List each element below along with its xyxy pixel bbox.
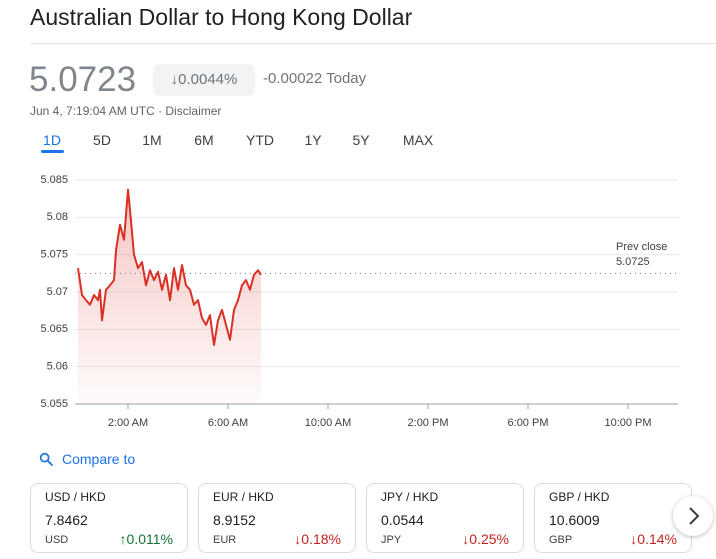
card-change: ↓0.14% (630, 531, 677, 547)
card-price: 10.6009 (549, 512, 600, 528)
tab[interactable]: YTD (246, 132, 274, 148)
y-tick-label: 5.08 (47, 211, 68, 223)
tab[interactable]: 5D (93, 132, 111, 148)
change-badge: ↓0.0044% (153, 64, 255, 96)
currency: USD (45, 534, 69, 546)
compare-label: Compare to (62, 451, 136, 467)
card-price: 7.8462 (45, 512, 88, 528)
y-tick-label: 5.085 (40, 174, 68, 186)
currency: GBP (549, 534, 573, 546)
tab[interactable]: 6M (194, 132, 214, 148)
area (78, 189, 261, 404)
next-button[interactable] (673, 496, 713, 536)
y-tick-label: 5.07 (47, 286, 68, 298)
y-tick-label: 5.065 (40, 323, 68, 335)
price: 5.0723 (29, 60, 137, 99)
y-tick-label: 5.06 (47, 361, 68, 373)
chevron-icon (689, 507, 700, 525)
x-tick-label: 6:00 AM (208, 417, 248, 429)
card-price: 8.9152 (213, 512, 256, 528)
compare-card[interactable]: EUR / HKD 8.9152 EUR ↓0.18% (198, 483, 356, 553)
compare-card[interactable]: GBP / HKD 10.6009 GBP ↓0.14% (534, 483, 692, 553)
pair: EUR / HKD (213, 490, 274, 504)
currency: EUR (213, 534, 237, 546)
prev-close-label: Prev close (616, 241, 667, 253)
x-tick-label: 2:00 PM (408, 417, 449, 429)
pair: GBP / HKD (549, 490, 610, 504)
chart: 5.055 5.06 5.065 5.07 5.075 5.08 5.085 2:00 AM 6… (40, 174, 678, 429)
pair: JPY / HKD (381, 490, 439, 504)
tab[interactable]: 1D (43, 132, 61, 148)
tab[interactable]: MAX (402, 132, 434, 148)
prev-close-value: 5.0725 (616, 256, 650, 268)
page-title: Australian Dollar to Hong Kong Dollar (30, 4, 413, 30)
tab[interactable]: 1M (142, 132, 162, 148)
compare-card[interactable]: USD / HKD 7.8462 USD ↑0.011% (30, 483, 188, 553)
y-tick-label: 5.075 (40, 249, 68, 261)
card-change: ↓0.18% (294, 531, 341, 547)
pair: USD / HKD (45, 490, 106, 504)
compare-link[interactable]: Compare to (38, 451, 135, 467)
search-icon (39, 452, 53, 466)
card-change: ↓0.25% (462, 531, 509, 547)
x-tick-label: 10:00 AM (305, 417, 351, 429)
change-today: -0.00022 Today (263, 70, 367, 87)
card-change: ↑0.011% (119, 531, 173, 547)
tab[interactable]: 1Y (304, 132, 322, 148)
timestamp: Jun 4, 7:19:04 AM UTC · Disclaimer (30, 104, 222, 118)
x-tick-label: 6:00 PM (508, 417, 549, 429)
x-tick-label: 10:00 PM (604, 417, 651, 429)
card-price: 0.0544 (381, 512, 424, 528)
price-line (77, 188, 262, 346)
compare-card[interactable]: JPY / HKD 0.0544 JPY ↓0.25% (366, 483, 524, 553)
currency: JPY (381, 534, 402, 546)
tab[interactable]: 5Y (352, 132, 370, 148)
y-tick-label: 5.055 (40, 398, 68, 410)
active-tab-indicator (40, 150, 64, 153)
x-tick-label: 2:00 AM (108, 417, 148, 429)
divider (30, 43, 716, 44)
